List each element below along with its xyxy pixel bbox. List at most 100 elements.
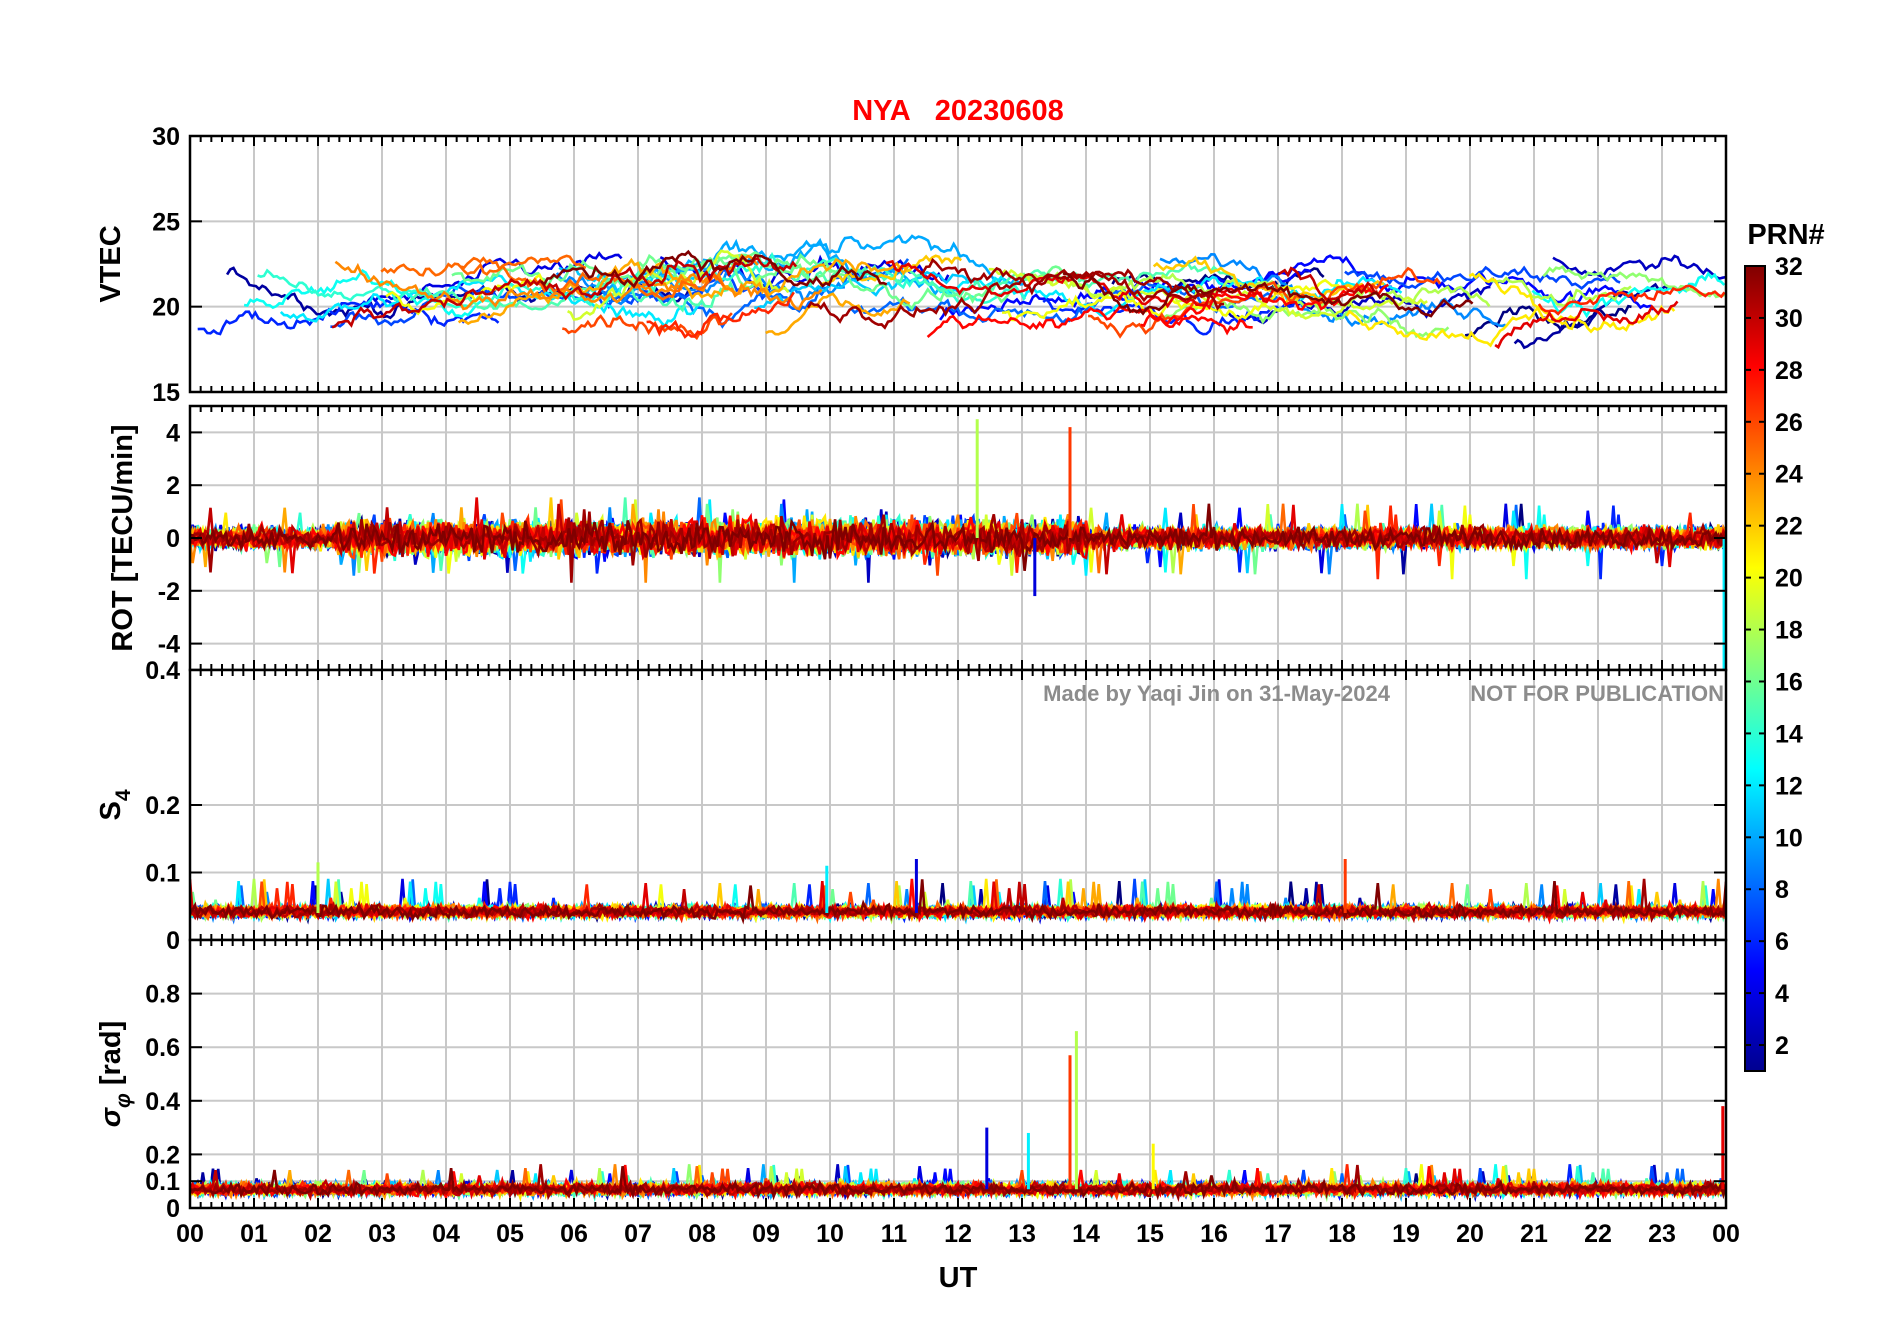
y-tick-label: 25 xyxy=(152,208,180,236)
ticks xyxy=(189,136,1727,392)
colorbar-tick-label: 20 xyxy=(1775,565,1803,593)
satellite-traces xyxy=(190,1031,1726,1203)
x-tick-label: 23 xyxy=(1648,1220,1676,1248)
colorbar-tick-label: 22 xyxy=(1775,513,1803,541)
x-tick-label: 09 xyxy=(752,1220,780,1248)
x-tick-label: 12 xyxy=(944,1220,972,1248)
trace-prn-29 xyxy=(190,1168,1726,1201)
trace-prn-32 xyxy=(1062,272,1474,318)
trace-prn-26 xyxy=(1088,266,1442,339)
y-axis-label: S4 xyxy=(95,789,135,820)
trace-prn-25 xyxy=(380,262,725,301)
trace-prn-3 xyxy=(1552,254,1726,280)
y-tick-label: 0.2 xyxy=(145,1141,180,1169)
colorbar-tick-label: 12 xyxy=(1775,772,1803,800)
colorbar-tick-label: 8 xyxy=(1775,876,1789,904)
x-tick-label: 07 xyxy=(624,1220,652,1248)
watermark-author: Made by Yaqi Jin on 31-May-2024 xyxy=(1043,681,1391,706)
x-tick-label: 19 xyxy=(1392,1220,1420,1248)
satellite-traces xyxy=(197,234,1726,350)
x-tick-label: 02 xyxy=(304,1220,332,1248)
trace-prn-27 xyxy=(1537,284,1726,316)
trace-prn-21 xyxy=(1468,272,1676,334)
x-tick-label: 15 xyxy=(1136,1220,1164,1248)
colorbar-tick-label: 24 xyxy=(1775,461,1803,489)
x-tick-label: 10 xyxy=(816,1220,844,1248)
satellite-traces xyxy=(190,859,1726,925)
x-tick-label: 00 xyxy=(176,1220,204,1248)
trace-prn-20 xyxy=(1002,278,1355,322)
colorbar-tick-label: 26 xyxy=(1775,409,1803,437)
trace-prn-28 xyxy=(1140,312,1253,336)
trace-prn-32 xyxy=(190,503,1726,571)
x-tick-label: 00 xyxy=(1712,1220,1740,1248)
colorbar-gradient xyxy=(1744,265,1766,1072)
x-tick-label: 17 xyxy=(1264,1220,1292,1248)
x-tick-label: 18 xyxy=(1328,1220,1356,1248)
y-tick-label: 0.4 xyxy=(145,1088,180,1116)
colorbar-tick-label: 18 xyxy=(1775,617,1803,645)
trace-prn-26 xyxy=(561,312,733,341)
y-tick-label: 0.1 xyxy=(145,1168,180,1196)
y-tick-label: 0.2 xyxy=(145,792,180,820)
x-tick-label: 04 xyxy=(432,1220,460,1248)
trace-prn-31 xyxy=(919,257,1216,300)
trace-prn-17 xyxy=(1542,264,1726,299)
y-tick-label: -2 xyxy=(158,578,180,606)
y-tick-label: 0 xyxy=(166,1195,180,1223)
x-tick-label: 08 xyxy=(688,1220,716,1248)
x-tick-label: 16 xyxy=(1200,1220,1228,1248)
title-date: 20230608 xyxy=(935,95,1064,127)
trace-prn-16 xyxy=(451,253,833,290)
panel-vtec: 15 20 25 30 VTEC xyxy=(95,123,1728,407)
x-axis-label: UT xyxy=(939,1262,978,1294)
watermark-notice: NOT FOR PUBLICATION xyxy=(1470,681,1724,706)
trace-prn-7 xyxy=(1344,265,1621,290)
y-tick-label: -4 xyxy=(158,631,180,659)
colorbar-tick-label: 14 xyxy=(1775,720,1803,748)
trace-prn-32 xyxy=(190,1166,1726,1201)
panel-sigma_phi: 00.10.2 0.4 0.6 0.8 σφ [rad] xyxy=(95,938,1728,1223)
colorbar-tick-label: 30 xyxy=(1775,305,1803,333)
y-tick-label: 0.8 xyxy=(145,981,180,1009)
y-tick-label: 0 xyxy=(166,525,180,553)
trace-prn-29 xyxy=(1494,300,1679,350)
trace-prn-12 xyxy=(279,273,704,329)
trace-prn-20 xyxy=(385,273,550,316)
trace-prn-30 xyxy=(1277,266,1378,301)
colorbar-tick-label: 28 xyxy=(1775,357,1803,385)
trace-prn-28 xyxy=(926,283,1389,338)
x-tick-label: 06 xyxy=(560,1220,588,1248)
trace-prn-6 xyxy=(197,299,500,336)
trace-prn-32 xyxy=(190,879,1726,925)
colorbar-title: PRN# xyxy=(1747,219,1824,251)
x-tick-label: 11 xyxy=(881,1220,908,1248)
chart-title: NYA 20230608 xyxy=(852,95,1064,127)
trace-prn-32 xyxy=(540,249,888,289)
grid xyxy=(190,670,1726,940)
y-tick-label: 0.6 xyxy=(145,1034,180,1062)
y-tick-label: 15 xyxy=(152,379,180,407)
trace-prn-25 xyxy=(460,254,587,271)
panel-rot: -4 -2 0 2 4 ROT [TECU/min] xyxy=(107,404,1728,672)
trace-prn-22 xyxy=(819,254,963,288)
trace-prn-24 xyxy=(642,272,823,311)
y-tick-label: 20 xyxy=(152,294,180,322)
grid xyxy=(190,940,1726,1208)
y-tick-label: 0 xyxy=(166,927,180,955)
y-axis-label: σφ [rad] xyxy=(95,1021,135,1128)
title-station: NYA xyxy=(852,95,911,127)
y-tick-label: 4 xyxy=(166,419,180,447)
y-tick-label: 30 xyxy=(152,123,180,151)
x-tick-labels: 00 01 02 03 04 05 06 07 08 09 10 11 12 13 14 15 16 17 18 19… xyxy=(176,1220,1740,1248)
colorbar-tick-label: 6 xyxy=(1775,928,1789,956)
x-tick-label: 21 xyxy=(1520,1220,1548,1248)
trace-prn-30 xyxy=(331,256,798,329)
y-tick-label: 0.4 xyxy=(145,657,180,685)
panel-s4: 0 0.1 0.2 0.4 S4 xyxy=(95,657,1728,955)
x-tick-label: 22 xyxy=(1584,1220,1612,1248)
colorbar-tick-label: 32 xyxy=(1775,253,1803,281)
